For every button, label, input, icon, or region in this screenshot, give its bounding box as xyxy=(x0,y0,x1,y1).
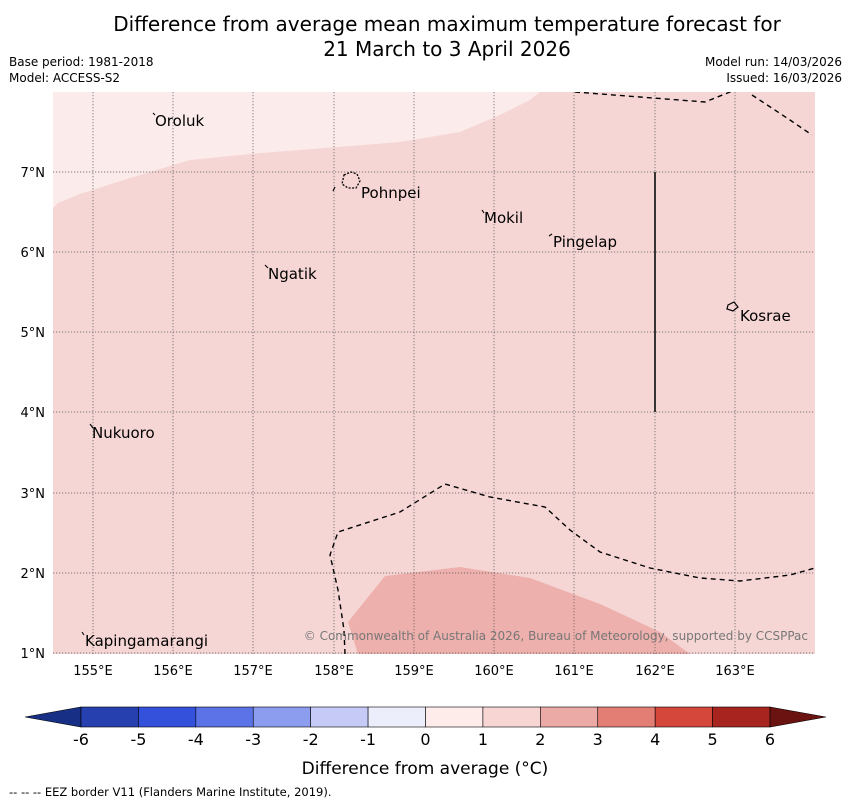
place-label: Ngatik xyxy=(268,265,317,283)
colorbar-tick-label: 3 xyxy=(593,730,603,749)
kosrae-island xyxy=(726,301,739,312)
colorbar-cell xyxy=(425,706,484,728)
metadata-right: Model run: 14/03/2026 Issued: 16/03/2026 xyxy=(705,54,842,86)
colorbar-cells xyxy=(80,706,771,728)
lon-label: 158°E xyxy=(314,664,354,679)
longitude-axis: 155°E 156°E 157°E 158°E 159°E 160°E 161°… xyxy=(73,664,755,679)
lon-label: 155°E xyxy=(73,664,113,679)
place-label: Kapingamarangi xyxy=(85,632,208,650)
oroluk-atoll xyxy=(152,112,156,116)
colorbar-ticks: -6 -5 -4 -3 -2 -1 0 1 2 3 4 5 6 xyxy=(73,730,775,749)
model-run: Model run: 14/03/2026 xyxy=(704,55,842,69)
colorbar-extend-max xyxy=(769,706,827,728)
lat-label: 1°N xyxy=(21,647,46,662)
colorbar-tick-label: -5 xyxy=(130,730,146,749)
anomaly-band-0-1 xyxy=(53,92,540,208)
place-label: Pingelap xyxy=(553,233,617,251)
lon-label: 156°E xyxy=(153,664,193,679)
lat-label: 2°N xyxy=(21,567,46,582)
colorbar: -6 -5 -4 -3 -2 -1 0 1 2 3 4 5 6 Difference from aver… xyxy=(24,706,827,779)
colorbar-label: Difference from average (°C) xyxy=(302,759,549,779)
colorbar-cell xyxy=(252,706,311,728)
lon-label: 157°E xyxy=(233,664,273,679)
map-area: Oroluk Pohnpei Mokil Pingelap Ngatik Kos… xyxy=(53,92,815,654)
title-line-2: 21 March to 3 April 2026 xyxy=(323,37,571,61)
nukuoro-atoll xyxy=(89,423,94,429)
graticule xyxy=(53,92,815,654)
place-label: Oroluk xyxy=(155,112,204,130)
colorbar-tick-label: -1 xyxy=(360,730,376,749)
lon-label: 163°E xyxy=(715,664,755,679)
place-label: Nukuoro xyxy=(92,424,155,442)
lat-label: 3°N xyxy=(21,487,46,502)
eez-border-northeast xyxy=(751,94,813,136)
map-title: Difference from average mean maximum tem… xyxy=(0,12,850,62)
place-label: Kosrae xyxy=(740,307,791,325)
eez-border-south xyxy=(329,483,815,654)
colorbar-cell xyxy=(367,706,426,728)
colorbar-tick-label: 0 xyxy=(420,730,430,749)
ant-atoll xyxy=(332,186,336,192)
ngatik-atoll xyxy=(264,264,269,269)
colorbar-tick-label: 2 xyxy=(535,730,545,749)
atoll-marks xyxy=(81,112,553,636)
colorbar-tick-label: -6 xyxy=(73,730,89,749)
lon-label: 159°E xyxy=(394,664,434,679)
colorbar-tick-label: 4 xyxy=(650,730,660,749)
lat-label: 6°N xyxy=(21,246,46,261)
colorbar-tick-label: 1 xyxy=(478,730,488,749)
pingelap-atoll xyxy=(548,233,553,237)
colorbar-tick-label: 6 xyxy=(765,730,775,749)
lat-label: 4°N xyxy=(21,406,46,421)
colorbar-tick-label: -2 xyxy=(303,730,319,749)
colorbar-cell xyxy=(482,706,541,728)
place-label: Pohnpei xyxy=(361,184,421,202)
eez-border-north xyxy=(574,92,732,103)
colorbar-cell xyxy=(195,706,254,728)
colorbar-tick-label: 5 xyxy=(707,730,717,749)
base-period: Base period: 1981-2018 xyxy=(9,55,154,69)
copyright-notice: © Commonwealth of Australia 2026, Bureau… xyxy=(304,629,808,643)
metadata-left: Base period: 1981-2018 Model: ACCESS-S2 xyxy=(9,54,154,86)
lon-label: 161°E xyxy=(554,664,594,679)
anomaly-band-1-2 xyxy=(53,92,815,654)
mokil-atoll xyxy=(481,209,485,214)
place-labels: Oroluk Pohnpei Mokil Pingelap Ngatik Kos… xyxy=(85,112,791,650)
issued-date: Issued: 16/03/2026 xyxy=(726,71,842,85)
anomaly-band-2-3 xyxy=(348,567,690,654)
eez-footnote: -- -- -- EEZ border V11 (Flanders Marine… xyxy=(9,785,332,799)
colorbar-tick-label: -4 xyxy=(188,730,204,749)
lon-label: 162°E xyxy=(635,664,675,679)
title-line-1: Difference from average mean maximum tem… xyxy=(113,12,781,36)
lat-label: 5°N xyxy=(21,326,46,341)
lat-label: 7°N xyxy=(21,166,46,181)
colorbar-cell xyxy=(712,706,771,728)
colorbar-tick-label: -3 xyxy=(245,730,261,749)
colorbar-cell xyxy=(597,706,656,728)
colorbar-cell xyxy=(654,706,713,728)
model-name: Model: ACCESS-S2 xyxy=(9,71,121,85)
colorbar-cell xyxy=(138,706,197,728)
pohnpei-island xyxy=(341,171,361,189)
latitude-axis: 7°N 6°N 5°N 4°N 3°N 2°N 1°N xyxy=(21,166,46,662)
place-label: Mokil xyxy=(484,209,523,227)
kapingamarangi-atoll xyxy=(81,631,85,636)
eez-borders xyxy=(329,92,815,654)
colorbar-extend-min xyxy=(24,706,82,728)
colorbar-cell xyxy=(310,706,369,728)
lon-label: 160°E xyxy=(474,664,514,679)
colorbar-cell xyxy=(80,706,139,728)
colorbar-cell xyxy=(540,706,599,728)
